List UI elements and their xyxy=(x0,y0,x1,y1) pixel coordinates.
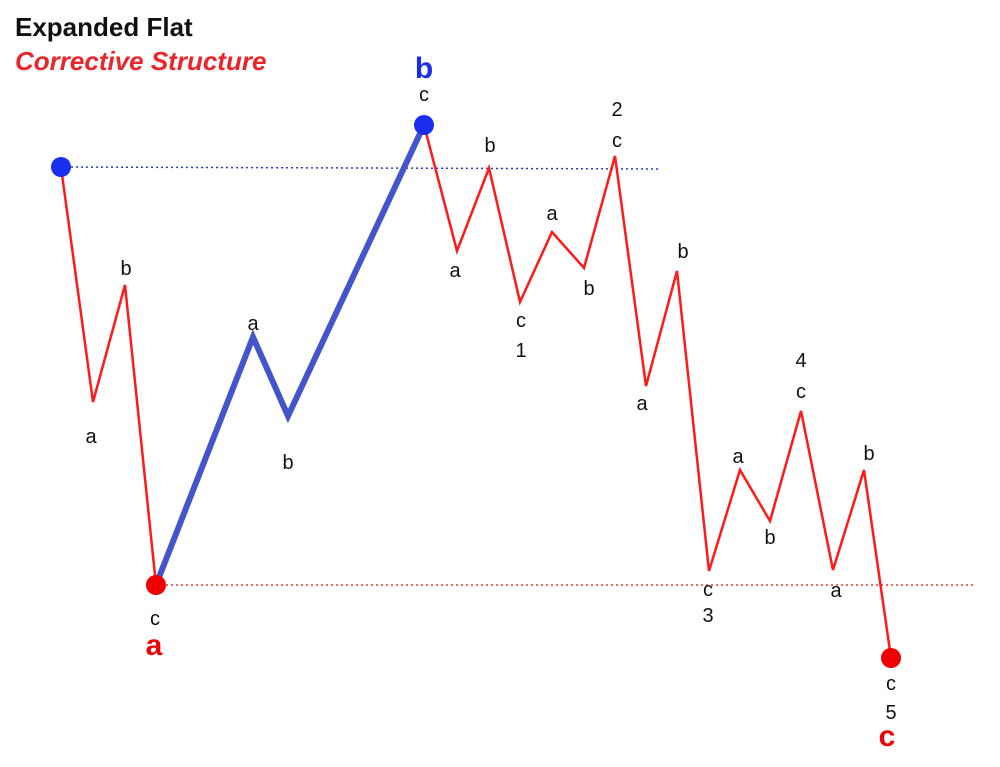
wave-b-top-dot xyxy=(414,115,434,135)
label-a-c: c xyxy=(150,608,160,630)
label-c5-b: b xyxy=(863,443,874,465)
label-b-a: a xyxy=(247,313,259,335)
wave-c-path xyxy=(422,124,893,659)
label-c1-c: c xyxy=(516,310,526,332)
label-c2-c: c xyxy=(612,130,622,152)
main-label-c: c xyxy=(879,720,896,753)
label-c4-a: a xyxy=(732,446,744,468)
wave-start-dot xyxy=(51,157,71,177)
label-c1-b: b xyxy=(484,135,495,157)
label-c2-b: b xyxy=(583,278,594,300)
label-c3-b: b xyxy=(677,241,688,263)
label-c5-c: c xyxy=(886,673,896,695)
label-b-c: c xyxy=(419,84,429,106)
page-title: Expanded Flat xyxy=(15,12,193,42)
label-b-b: b xyxy=(282,452,293,474)
page-subtitle: Corrective Structure xyxy=(15,46,266,76)
label-a-b: b xyxy=(120,258,131,280)
label-c4-c: c xyxy=(796,381,806,403)
label-num-3: 3 xyxy=(702,605,713,627)
label-num-4: 4 xyxy=(795,350,806,372)
wave-b-path xyxy=(153,122,427,588)
main-label-a: a xyxy=(146,629,163,662)
label-num-2: 2 xyxy=(611,99,622,121)
label-c1-a: a xyxy=(449,260,461,282)
main-label-b: b xyxy=(415,52,433,85)
label-c4-b: b xyxy=(764,527,775,549)
label-a-a: a xyxy=(85,426,97,448)
wave-a-path xyxy=(59,166,158,586)
label-num-5: 5 xyxy=(885,702,896,724)
label-c2-a: a xyxy=(546,203,558,225)
wave-b-start-reference-line xyxy=(60,166,661,170)
wave-c-end-dot xyxy=(881,648,901,668)
label-c3-a: a xyxy=(636,393,648,415)
label-c3-c: c xyxy=(703,579,713,601)
label-c5-a: a xyxy=(830,580,842,602)
label-num-1: 1 xyxy=(515,340,526,362)
wave-a-end-dot xyxy=(146,575,166,595)
